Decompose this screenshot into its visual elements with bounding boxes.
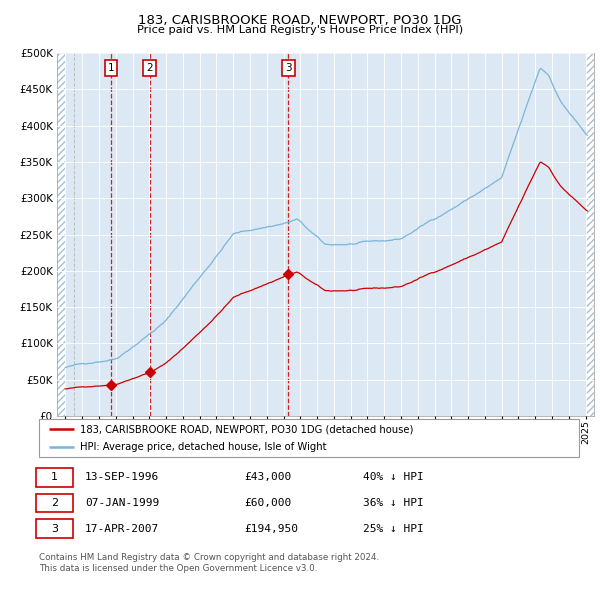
Text: 1: 1: [51, 473, 58, 482]
Text: 3: 3: [285, 63, 292, 73]
FancyBboxPatch shape: [36, 468, 73, 487]
Text: This data is licensed under the Open Government Licence v3.0.: This data is licensed under the Open Gov…: [39, 564, 317, 573]
FancyBboxPatch shape: [39, 419, 579, 457]
FancyBboxPatch shape: [36, 519, 73, 538]
Text: 25% ↓ HPI: 25% ↓ HPI: [363, 524, 424, 533]
Text: £60,000: £60,000: [244, 498, 292, 508]
Text: 13-SEP-1996: 13-SEP-1996: [85, 473, 159, 482]
Text: 3: 3: [51, 524, 58, 533]
Text: 2: 2: [146, 63, 153, 73]
Text: £43,000: £43,000: [244, 473, 292, 482]
Text: Contains HM Land Registry data © Crown copyright and database right 2024.: Contains HM Land Registry data © Crown c…: [39, 553, 379, 562]
Text: 183, CARISBROOKE ROAD, NEWPORT, PO30 1DG (detached house): 183, CARISBROOKE ROAD, NEWPORT, PO30 1DG…: [79, 424, 413, 434]
Text: 17-APR-2007: 17-APR-2007: [85, 524, 159, 533]
Text: 36% ↓ HPI: 36% ↓ HPI: [363, 498, 424, 508]
Text: 1: 1: [107, 63, 114, 73]
Text: Price paid vs. HM Land Registry's House Price Index (HPI): Price paid vs. HM Land Registry's House …: [137, 25, 463, 35]
FancyBboxPatch shape: [36, 494, 73, 512]
Text: 2: 2: [51, 498, 58, 508]
Text: HPI: Average price, detached house, Isle of Wight: HPI: Average price, detached house, Isle…: [79, 442, 326, 452]
Text: 07-JAN-1999: 07-JAN-1999: [85, 498, 159, 508]
Text: £194,950: £194,950: [244, 524, 298, 533]
Bar: [57, 53, 65, 416]
Bar: [586, 53, 594, 416]
Text: 183, CARISBROOKE ROAD, NEWPORT, PO30 1DG: 183, CARISBROOKE ROAD, NEWPORT, PO30 1DG: [138, 14, 462, 27]
Text: 40% ↓ HPI: 40% ↓ HPI: [363, 473, 424, 482]
